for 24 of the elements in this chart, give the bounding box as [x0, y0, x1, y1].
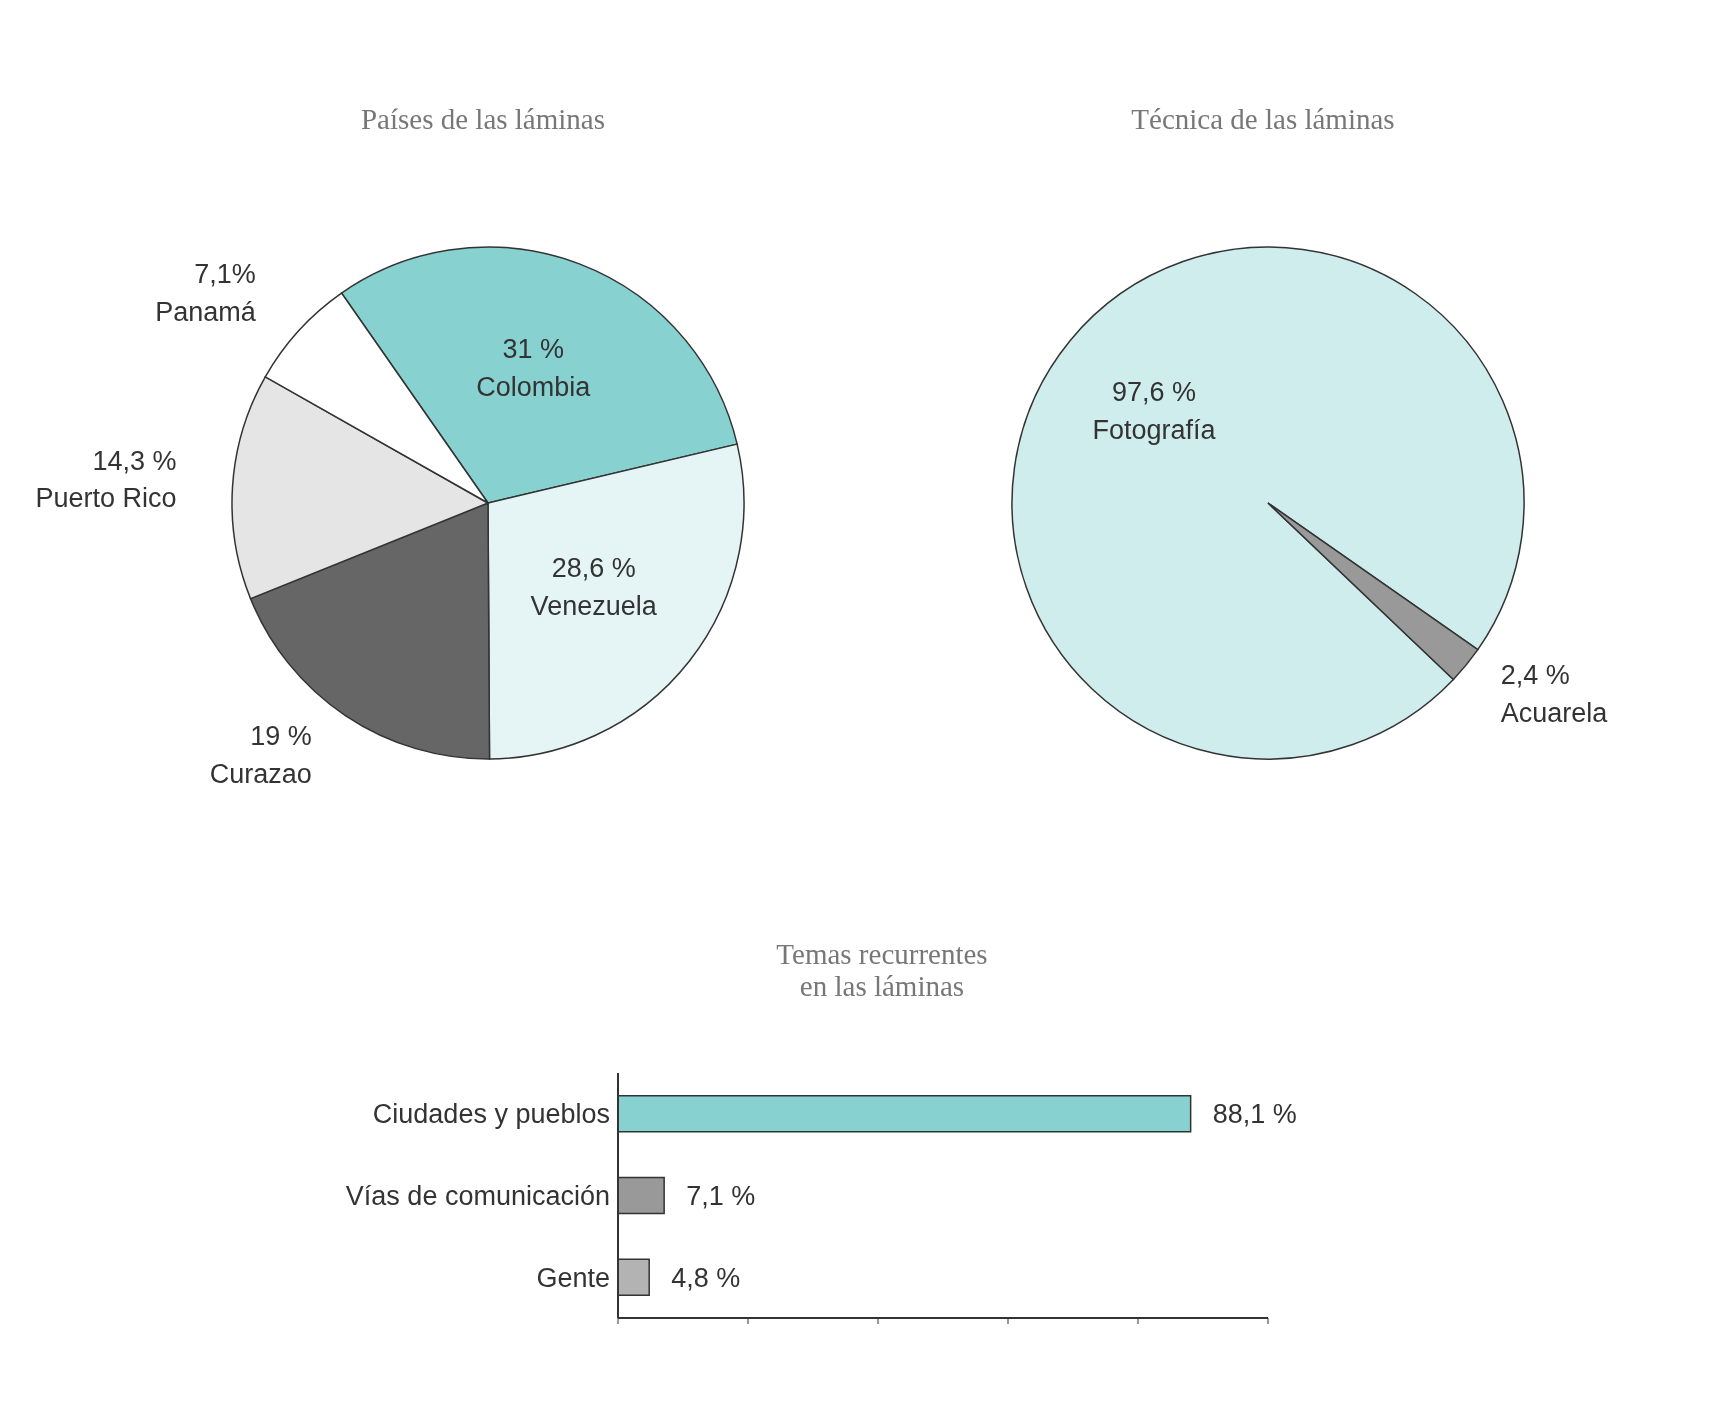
data-label: 97,6 %	[1111, 376, 1197, 407]
data-label: 31 %	[502, 334, 564, 365]
slice-label: Fotografía	[1092, 414, 1217, 445]
slice-label: Colombia	[476, 372, 592, 403]
slice-label: Acuarela	[1500, 698, 1609, 729]
data-label: 88,1 %	[1212, 1099, 1297, 1130]
data-label: 4,8 %	[671, 1262, 741, 1293]
chart-title: Países de las láminas	[359, 103, 606, 135]
y-tick-label: Gente	[536, 1262, 610, 1293]
pie-slice	[1267, 502, 1479, 681]
y-tick-label: Vías de comunicación	[345, 1181, 610, 1212]
data-label: 19 %	[250, 721, 312, 751]
chart-title: Temas recurrentes en las láminas	[775, 938, 989, 1002]
slice-label: Panamá	[155, 296, 257, 327]
slice-label: Puerto Rico	[35, 483, 177, 514]
data-label: 2,4 %	[1500, 660, 1570, 691]
slice-label: Curazao	[209, 758, 312, 789]
data-label: 7,1%	[194, 259, 256, 290]
chart-title: Técnica de las láminas	[1130, 103, 1396, 135]
slice-label: Venezuela	[530, 590, 658, 621]
data-label: 14,3 %	[92, 445, 177, 476]
y-tick-label: Ciudades y pueblos	[372, 1099, 610, 1130]
data-label: 28,6 %	[551, 552, 636, 583]
data-label: 7,1 %	[686, 1181, 756, 1212]
